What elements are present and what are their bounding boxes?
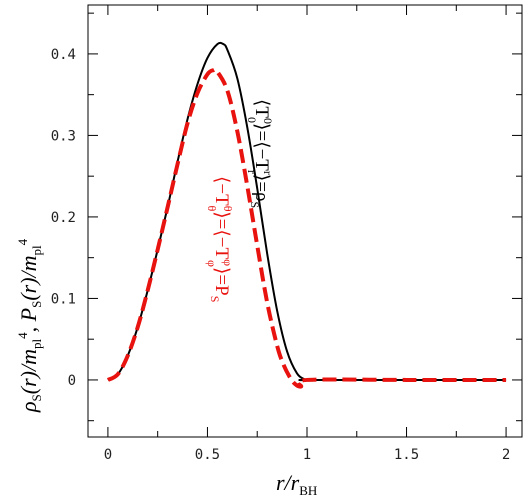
series-line-pressure [106, 67, 507, 389]
x-tick-label: 2 [502, 447, 510, 463]
series-group [106, 41, 507, 389]
annotation-black: ⟨T00⟩=⟨−Trr⟩=ρS [245, 99, 275, 208]
y-axis-label: ρS(r)/mpl4, PS(r)/mpl4 [15, 238, 44, 413]
x-tick-label: 1 [303, 447, 311, 463]
y-tick-label: 0.4 [51, 47, 76, 63]
x-ticks: 0 0.5 1 1.5 2 [104, 5, 510, 463]
y-tick-label: 0.3 [51, 128, 76, 144]
annotation-red: ⟨−Tθθ⟩=⟨−Tφφ⟩=PS [205, 176, 235, 302]
y-tick-label: 0.1 [51, 291, 76, 307]
x-tick-label: 0.5 [195, 447, 220, 463]
plot-frame [87, 4, 523, 438]
x-tick-label: 0 [104, 447, 112, 463]
y-tick-label: 0 [68, 373, 76, 389]
y-tick-label: 0.2 [51, 210, 76, 226]
x-axis-label: r/rBH [276, 470, 317, 498]
y-ticks: 0 0.1 0.2 0.3 0.4 [51, 12, 522, 422]
x-tick-label: 1.5 [394, 447, 419, 463]
